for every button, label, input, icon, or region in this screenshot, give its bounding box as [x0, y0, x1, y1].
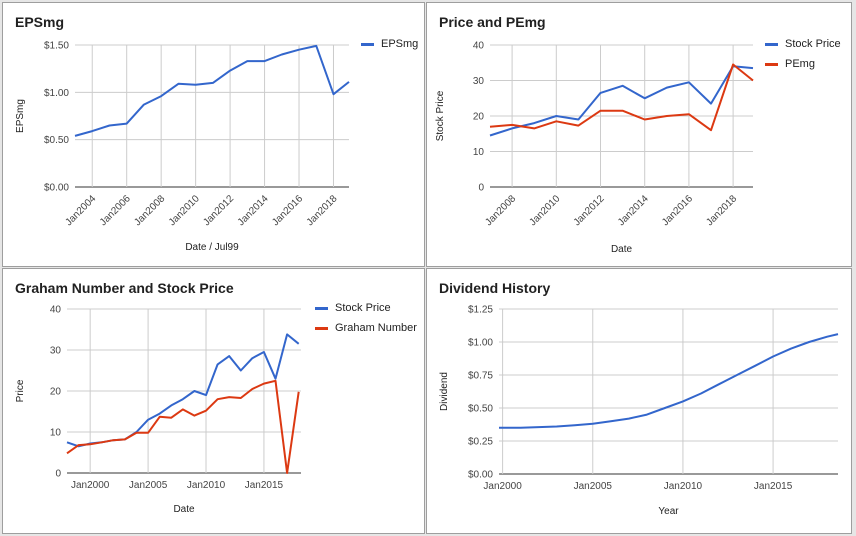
y-tick-label: $0.50 — [44, 135, 69, 146]
x-tick-label: Jan2015 — [754, 481, 793, 492]
x-tick-label: Jan2018 — [305, 193, 340, 228]
x-tick-label: Jan2012 — [572, 193, 607, 228]
series-line — [66, 379, 300, 474]
y-tick-label: $1.00 — [44, 88, 69, 99]
y-tick-label: $1.50 — [44, 41, 69, 52]
x-tick-label: Jan2006 — [98, 193, 133, 228]
legend-swatch — [361, 43, 374, 46]
y-tick-label: 0 — [478, 183, 484, 194]
y-tick-label: 20 — [473, 112, 485, 123]
series-line — [74, 44, 350, 137]
chart-title: Price and PEmg — [439, 14, 546, 30]
chart-title: EPSmg — [15, 14, 64, 30]
x-tick-label: Jan2018 — [704, 193, 739, 228]
x-tick-label: Jan2004 — [63, 193, 98, 228]
y-axis-label: Dividend — [439, 372, 450, 411]
y-tick-label: $1.00 — [468, 338, 493, 349]
y-tick-label: 10 — [50, 428, 62, 439]
chart-title: Graham Number and Stock Price — [15, 280, 234, 296]
chart-title: Dividend History — [439, 280, 550, 296]
series-line — [489, 63, 754, 132]
x-tick-label: Jan2015 — [245, 480, 284, 491]
legend-entry[interactable]: Graham Number — [335, 322, 417, 334]
legend-entry[interactable]: Stock Price — [335, 302, 391, 314]
y-tick-label: 10 — [473, 147, 485, 158]
x-tick-label: Jan2012 — [201, 193, 236, 228]
legend-swatch — [765, 43, 778, 46]
chart-panel-price-pemg: Price and PEmg 0 10 20 30 40 Jan2008 Jan2010 Jan… — [426, 2, 852, 267]
chart-svg: Graham Number and Stock Price 0 10 20 30 40 Ja… — [15, 280, 417, 515]
x-tick-label: Jan2005 — [574, 481, 613, 492]
x-axis-label: Year — [658, 506, 679, 517]
y-tick-label: 30 — [50, 346, 62, 357]
y-tick-label: $0.00 — [468, 470, 493, 481]
x-tick-label: Jan2008 — [483, 193, 518, 228]
legend-swatch — [765, 63, 778, 66]
x-tick-label: Jan2010 — [187, 480, 226, 491]
x-tick-label: Jan2010 — [528, 193, 563, 228]
x-tick-label: Jan2005 — [129, 480, 168, 491]
y-tick-label: 20 — [50, 387, 62, 398]
y-tick-label: $0.25 — [468, 437, 493, 448]
y-tick-label: 40 — [50, 305, 62, 316]
series-line — [489, 65, 754, 137]
x-tick-label: Jan2008 — [132, 193, 167, 228]
x-tick-label: Jan2016 — [270, 193, 305, 228]
y-tick-label: $1.25 — [468, 305, 493, 316]
y-tick-label: $0.00 — [44, 183, 69, 194]
y-tick-label: $0.50 — [468, 404, 493, 415]
x-tick-label: Jan2014 — [616, 193, 651, 228]
y-axis-label: Price — [15, 379, 26, 402]
legend-entry[interactable]: PEmg — [785, 58, 815, 70]
y-tick-label: $0.75 — [468, 371, 493, 382]
y-tick-label: 0 — [55, 469, 61, 480]
series-line — [499, 333, 839, 429]
x-tick-label: Jan2010 — [167, 193, 202, 228]
x-tick-label: Jan2000 — [71, 480, 110, 491]
x-axis-label: Date — [611, 244, 633, 255]
x-axis-label: Date / Jul99 — [185, 242, 239, 253]
chart-panel-dividend-history: Dividend History $0.00 $0.25 $0.50 $0.75 $1.0… — [426, 268, 852, 534]
legend-entry[interactable]: EPSmg — [381, 38, 418, 50]
chart-panel-epsmg: EPSmg $0.00 $0.50 $1.00 $1.50 Jan2004 Jan2006 J… — [2, 2, 425, 267]
y-axis-label: EPSmg — [15, 99, 26, 133]
y-tick-label: 30 — [473, 76, 485, 87]
x-tick-label: Jan2000 — [483, 481, 522, 492]
legend-swatch — [315, 327, 328, 330]
chart-svg: Dividend History $0.00 $0.25 $0.50 $0.75 $1.0… — [439, 280, 839, 517]
legend-swatch — [315, 307, 328, 310]
x-tick-label: Jan2014 — [236, 193, 271, 228]
legend-entry[interactable]: Stock Price — [785, 38, 841, 50]
x-axis-label: Date — [173, 504, 195, 515]
y-axis-label: Stock Price — [435, 90, 446, 141]
x-tick-label: Jan2016 — [660, 193, 695, 228]
x-tick-label: Jan2010 — [664, 481, 703, 492]
y-tick-label: 40 — [473, 41, 485, 52]
chart-panel-graham-number: Graham Number and Stock Price 0 10 20 30 40 Ja… — [2, 268, 425, 534]
chart-svg: Price and PEmg 0 10 20 30 40 Jan2008 Jan2010 Jan… — [435, 14, 841, 255]
